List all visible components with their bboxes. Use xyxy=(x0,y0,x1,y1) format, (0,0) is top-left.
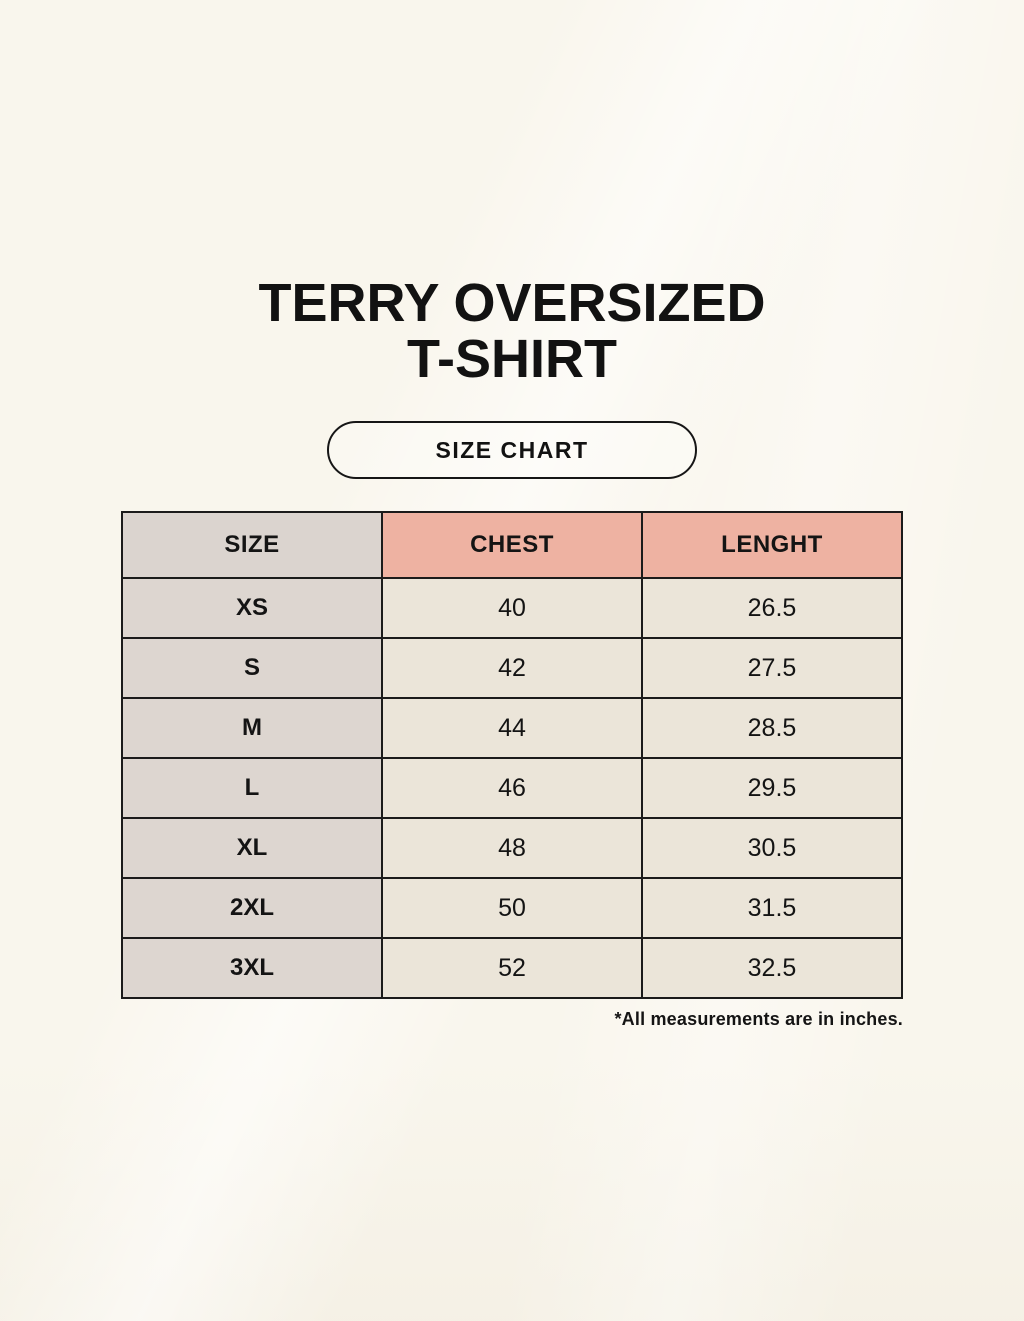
measurement-value-cell: 44 xyxy=(381,697,643,760)
measurement-value-cell: 31.5 xyxy=(641,877,903,940)
measurement-value-cell: 28.5 xyxy=(641,697,903,760)
column-header-size: SIZE xyxy=(121,511,383,580)
table-row: XL 48 30.5 xyxy=(121,817,903,880)
table-row: S 42 27.5 xyxy=(121,637,903,700)
size-table-body: XS 40 26.5 S 42 27.5 M 44 28.5 L 46 29.5 XL 48 30.5 2XL… xyxy=(121,577,903,1000)
size-chart-button[interactable]: SIZE CHART xyxy=(327,421,697,480)
page-title-line1: TERRY OVERSIZED xyxy=(258,273,766,333)
measurement-value-cell: 27.5 xyxy=(641,637,903,700)
measurement-value-cell: 40 xyxy=(381,577,643,640)
size-label-cell: S xyxy=(121,637,383,700)
size-chart-button-label: SIZE CHART xyxy=(435,436,589,463)
size-chart-page: TERRY OVERSIZED T-SHIRT SIZE CHART SIZE … xyxy=(0,0,1024,1030)
table-row: XS 40 26.5 xyxy=(121,577,903,640)
measurements-footnote: *All measurements are in inches. xyxy=(614,1009,903,1030)
measurement-value-cell: 26.5 xyxy=(641,577,903,640)
measurement-value-cell: 30.5 xyxy=(641,817,903,880)
size-table: SIZE CHEST LENGHT XS 40 26.5 S 42 27.5 M 44 28.5… xyxy=(121,511,903,1000)
table-row: M 44 28.5 xyxy=(121,697,903,760)
size-label-cell: XS xyxy=(121,577,383,640)
measurement-value-cell: 48 xyxy=(381,817,643,880)
measurement-value-cell: 46 xyxy=(381,757,643,820)
column-header-chest: CHEST xyxy=(381,511,643,580)
measurement-value-cell: 29.5 xyxy=(641,757,903,820)
size-label-cell: 3XL xyxy=(121,937,383,1000)
table-row: 3XL 52 32.5 xyxy=(121,937,903,1000)
measurement-value-cell: 42 xyxy=(381,637,643,700)
measurement-value-cell: 52 xyxy=(381,937,643,1000)
measurement-value-cell: 50 xyxy=(381,877,643,940)
column-header-length: LENGHT xyxy=(641,511,903,580)
table-row: L 46 29.5 xyxy=(121,757,903,820)
measurement-value-cell: 32.5 xyxy=(641,937,903,1000)
header-row: SIZE CHEST LENGHT xyxy=(121,511,903,580)
size-label-cell: L xyxy=(121,757,383,820)
size-table-header: SIZE CHEST LENGHT xyxy=(121,511,903,580)
page-title: TERRY OVERSIZED T-SHIRT xyxy=(0,0,1024,387)
page-title-line2: T-SHIRT xyxy=(407,328,617,389)
size-label-cell: XL xyxy=(121,817,383,880)
size-table-section: SIZE CHEST LENGHT XS 40 26.5 S 42 27.5 M 44 28.5… xyxy=(121,511,903,1030)
table-row: 2XL 50 31.5 xyxy=(121,877,903,940)
size-label-cell: 2XL xyxy=(121,877,383,940)
size-label-cell: M xyxy=(121,697,383,760)
